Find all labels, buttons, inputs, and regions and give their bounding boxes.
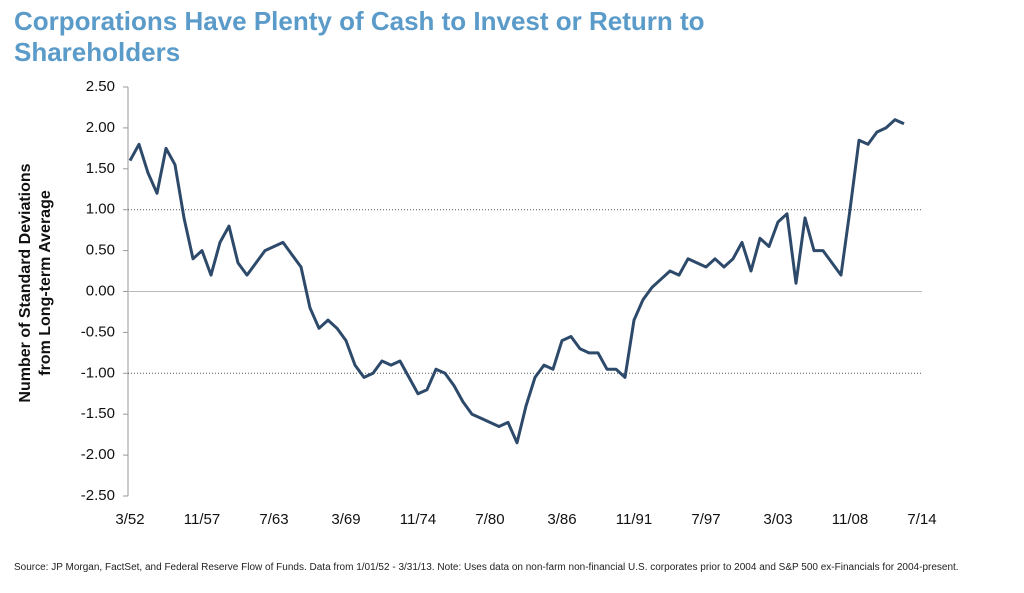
y-tick-label: -1.00 — [81, 364, 115, 381]
x-tick-label: 11/91 — [616, 511, 652, 528]
x-tick-label: 7/97 — [691, 511, 720, 528]
x-tick-label: 3/86 — [547, 511, 576, 528]
y-axis-label: from Long-term Average — [37, 190, 54, 376]
y-tick-label: 0.00 — [86, 282, 115, 299]
x-tick-label: 11/74 — [400, 511, 436, 528]
y-tick-label: 1.50 — [86, 160, 115, 177]
y-tick-label: -2.50 — [81, 487, 115, 504]
x-tick-label: 7/80 — [475, 511, 504, 528]
y-tick-label: 0.50 — [86, 242, 115, 259]
x-tick-label: 3/69 — [331, 511, 360, 528]
chart-title: Corporations Have Plenty of Cash to Inve… — [14, 6, 705, 67]
y-axis-label: Number of Standard Deviations — [17, 163, 34, 402]
x-tick-label: 3/52 — [115, 511, 144, 528]
chart: Number of Standard Deviations from Long-… — [17, 78, 936, 528]
y-tick-label: -2.00 — [81, 446, 115, 463]
y-tick-label: -1.50 — [81, 405, 115, 422]
x-tick-label: 3/03 — [763, 511, 792, 528]
y-tick-label: 2.00 — [86, 119, 115, 136]
x-tick-label: 7/14 — [907, 511, 936, 528]
y-tick-label: 1.00 — [86, 201, 115, 218]
data-line — [128, 118, 905, 445]
y-tick-label: 2.50 — [86, 78, 115, 95]
x-tick-label: 11/08 — [832, 511, 868, 528]
x-tick-label: 11/57 — [184, 511, 220, 528]
y-tick-label: -0.50 — [81, 323, 115, 340]
source-note: Source: JP Morgan, FactSet, and Federal … — [14, 562, 959, 573]
x-tick-label: 7/63 — [259, 511, 288, 528]
